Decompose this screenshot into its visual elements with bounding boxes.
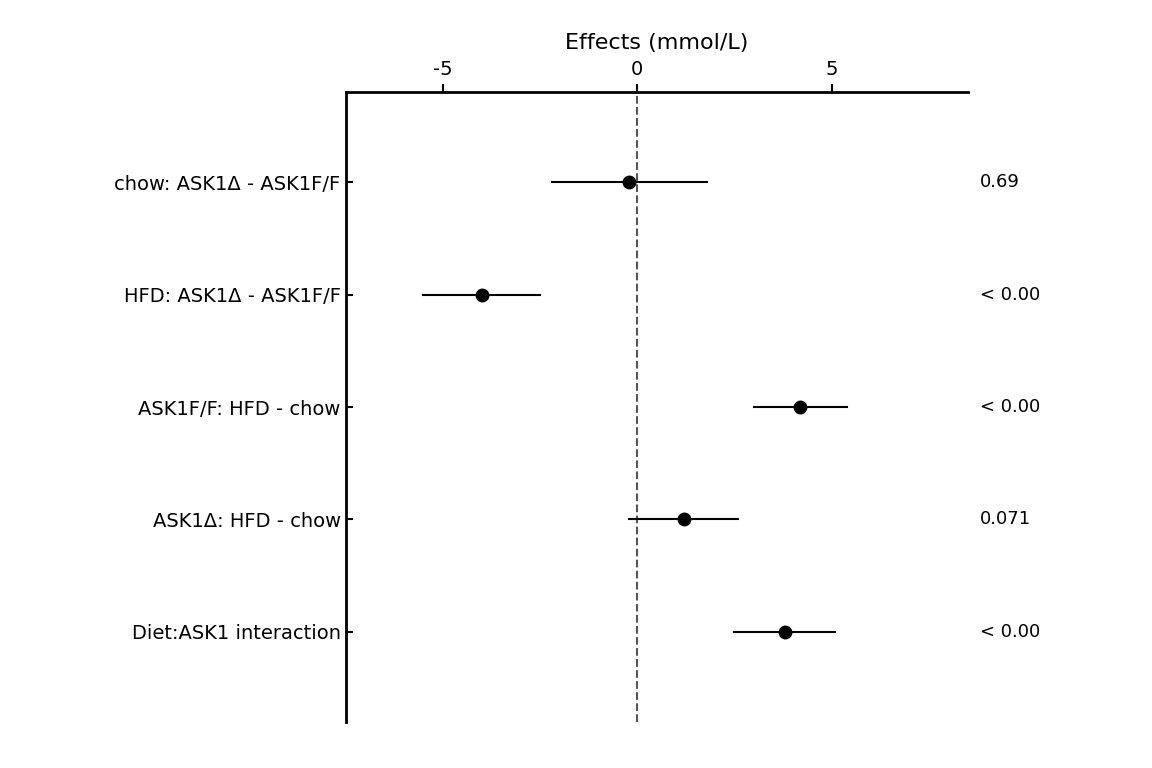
Text: < 0.00: < 0.00 [980, 286, 1040, 303]
Text: 0.071: 0.071 [980, 511, 1031, 528]
X-axis label: Effects (mmol/L): Effects (mmol/L) [564, 33, 749, 53]
Text: 0.69: 0.69 [980, 173, 1020, 191]
Text: < 0.00: < 0.00 [980, 623, 1040, 641]
Text: < 0.00: < 0.00 [980, 398, 1040, 416]
